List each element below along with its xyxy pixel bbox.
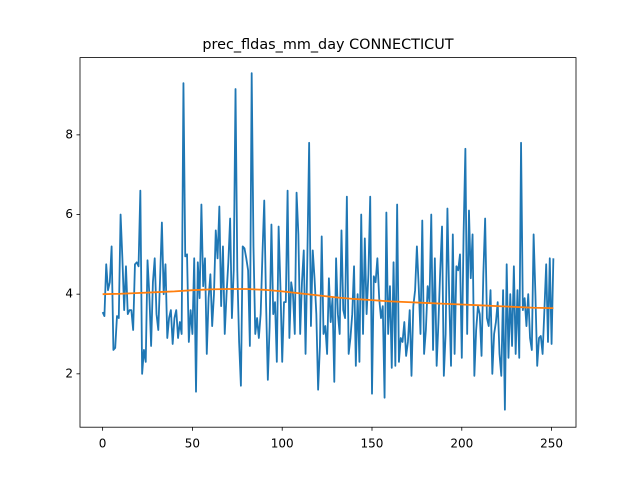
x-tick-label: 100 — [271, 437, 294, 451]
x-tick-label: 250 — [540, 437, 563, 451]
y-tick-label: 2 — [65, 366, 73, 380]
series-line — [102, 288, 554, 310]
y-tick-label: 6 — [65, 207, 73, 221]
x-tick-label: 150 — [361, 437, 384, 451]
x-tick-label: 50 — [185, 437, 200, 451]
x-tick-label: 200 — [450, 437, 473, 451]
plot-area — [101, 72, 555, 411]
axes-frame — [79, 57, 577, 428]
series-line — [101, 72, 555, 411]
chart-title: prec_fldas_mm_day CONNECTICUT — [202, 37, 453, 53]
y-tick-label: 8 — [65, 127, 73, 141]
y-tick-label: 4 — [65, 287, 73, 301]
x-tick-label: 0 — [99, 437, 107, 451]
